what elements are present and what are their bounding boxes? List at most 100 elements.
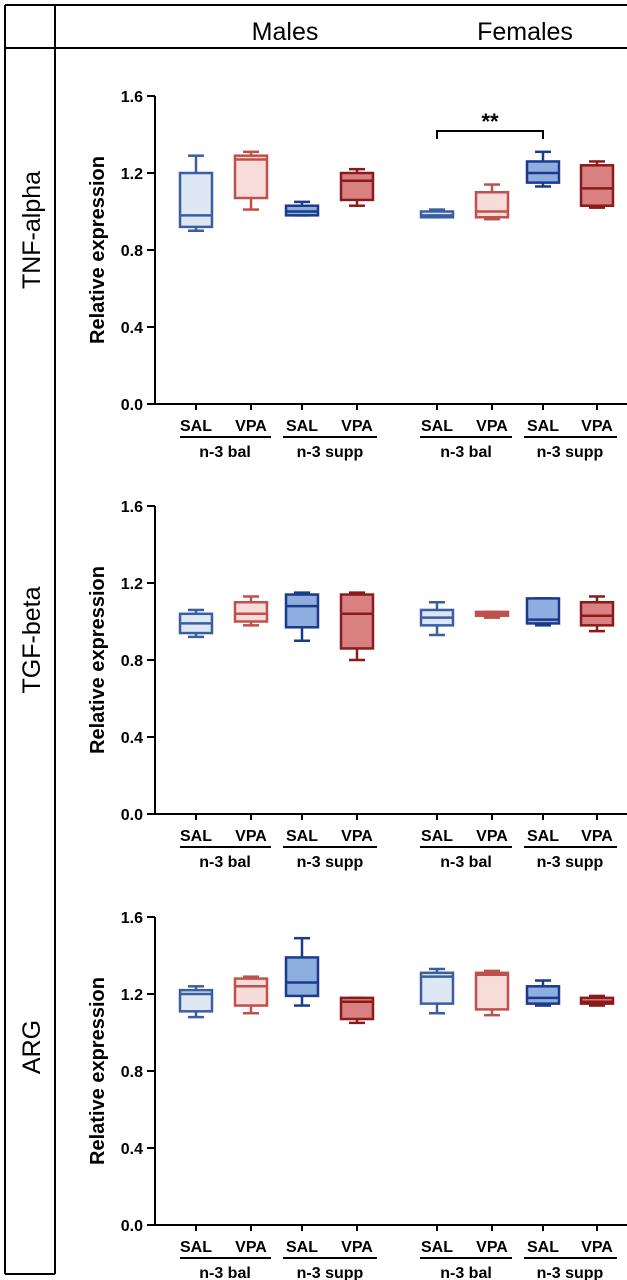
category-label: SAL bbox=[527, 418, 559, 435]
y-tick-label: 0.4 bbox=[121, 320, 143, 337]
box-iqr bbox=[419, 971, 455, 1005]
box-iqr bbox=[284, 956, 320, 998]
y-tick-label: 1.6 bbox=[121, 89, 143, 106]
box-iqr bbox=[579, 601, 615, 627]
box-plot bbox=[419, 601, 455, 637]
row-label-arg: ARG bbox=[18, 1020, 46, 1074]
category-label: SAL bbox=[180, 1239, 212, 1256]
row-label-tgf-beta: TGF-beta bbox=[18, 586, 46, 693]
y-tick-label: 0.8 bbox=[121, 653, 143, 670]
y-axis-label: Relative expression bbox=[87, 977, 109, 1165]
box-plot bbox=[579, 160, 615, 209]
y-tick-label: 1.2 bbox=[121, 987, 143, 1004]
box-iqr bbox=[178, 171, 214, 229]
y-tick-label: 1.2 bbox=[121, 166, 143, 183]
box-iqr bbox=[284, 593, 320, 629]
category-label: VPA bbox=[476, 1239, 508, 1256]
box-plot bbox=[525, 150, 561, 188]
category-label: VPA bbox=[235, 828, 267, 845]
category-label: SAL bbox=[421, 1239, 453, 1256]
panel-arg: Relative expression 0.0 0.4 0.8 1.2 1.6 SAL VPA… bbox=[87, 910, 627, 1280]
group-label: n-3 bal bbox=[199, 1265, 251, 1280]
box-plot bbox=[233, 975, 269, 1015]
y-tick-label: 0.8 bbox=[121, 1064, 143, 1081]
box-iqr bbox=[474, 191, 510, 219]
y-tick-label: 0.8 bbox=[121, 243, 143, 260]
box-iqr bbox=[233, 601, 269, 623]
box-iqr bbox=[233, 977, 269, 1007]
box-plot bbox=[339, 996, 375, 1025]
panel-tgf-beta: Relative expression 0.0 0.4 0.8 1.2 1.6 SAL VPA… bbox=[87, 499, 627, 871]
group-label: n-3 bal bbox=[440, 444, 492, 461]
group-label: n-3 bal bbox=[440, 854, 492, 871]
box-iqr bbox=[474, 971, 510, 1011]
box-plot bbox=[233, 595, 269, 627]
group-label: n-3 bal bbox=[199, 444, 251, 461]
box-iqr bbox=[339, 171, 375, 202]
box-plot bbox=[579, 595, 615, 633]
header-males: Males bbox=[252, 18, 319, 46]
y-tick-label: 1.2 bbox=[121, 576, 143, 593]
box-plot bbox=[339, 591, 375, 662]
y-tick-label: 1.6 bbox=[121, 499, 143, 516]
group-label: n-3 bal bbox=[199, 854, 251, 871]
group-label: n-3 supp bbox=[297, 854, 364, 871]
category-label: VPA bbox=[581, 828, 613, 845]
box-plot bbox=[419, 208, 455, 219]
category-label: VPA bbox=[341, 828, 373, 845]
box-plot bbox=[178, 985, 214, 1019]
group-label: n-3 supp bbox=[537, 1265, 604, 1280]
header-females: Females bbox=[477, 18, 573, 46]
box-iqr bbox=[525, 985, 561, 1005]
group-label: n-3 supp bbox=[537, 854, 604, 871]
box-iqr bbox=[233, 154, 269, 200]
group-label: n-3 bal bbox=[440, 1265, 492, 1280]
category-label: SAL bbox=[286, 828, 318, 845]
group-label: n-3 supp bbox=[297, 1265, 364, 1280]
category-label: VPA bbox=[235, 418, 267, 435]
y-tick-label: 0.0 bbox=[121, 397, 143, 414]
box-plot bbox=[474, 183, 510, 221]
box-iqr bbox=[579, 164, 615, 207]
category-label: VPA bbox=[581, 1239, 613, 1256]
category-label: VPA bbox=[341, 1239, 373, 1256]
box-plot bbox=[284, 591, 320, 642]
category-label: SAL bbox=[180, 418, 212, 435]
category-label: VPA bbox=[235, 1239, 267, 1256]
row-label-tnf-alpha: TNF-alpha bbox=[18, 171, 46, 289]
group-label: n-3 supp bbox=[297, 444, 364, 461]
y-tick-label: 0.0 bbox=[121, 807, 143, 824]
category-label: SAL bbox=[286, 1239, 318, 1256]
significance-label: ** bbox=[481, 109, 499, 134]
box-plot bbox=[284, 936, 320, 1007]
box-iqr bbox=[339, 593, 375, 650]
category-label: SAL bbox=[421, 418, 453, 435]
group-label: n-3 supp bbox=[537, 444, 604, 461]
category-label: VPA bbox=[476, 418, 508, 435]
box-plot bbox=[339, 167, 375, 207]
box-plot bbox=[525, 979, 561, 1007]
y-tick-label: 1.6 bbox=[121, 910, 143, 927]
y-axis-label: Relative expression bbox=[87, 156, 109, 344]
box-plot bbox=[178, 608, 214, 639]
box-iqr bbox=[178, 988, 214, 1013]
significance-bracket bbox=[436, 130, 544, 139]
y-tick-label: 0.4 bbox=[121, 730, 143, 747]
category-label: VPA bbox=[341, 418, 373, 435]
category-label: SAL bbox=[527, 828, 559, 845]
y-tick-label: 0.0 bbox=[121, 1218, 143, 1235]
box-plot bbox=[474, 610, 510, 619]
category-label: SAL bbox=[421, 828, 453, 845]
box-plot bbox=[525, 597, 561, 627]
panel-tnf-alpha: Relative expression 0.0 0.4 0.8 1.2 1.6 SAL VPA… bbox=[87, 89, 627, 461]
category-label: SAL bbox=[286, 418, 318, 435]
box-plot bbox=[419, 967, 455, 1015]
box-iqr bbox=[339, 996, 375, 1021]
category-label: SAL bbox=[180, 828, 212, 845]
box-plot bbox=[233, 150, 269, 211]
box-plot bbox=[474, 969, 510, 1017]
y-axis-label: Relative expression bbox=[87, 566, 109, 754]
category-label: VPA bbox=[476, 828, 508, 845]
box-plot bbox=[284, 200, 320, 217]
